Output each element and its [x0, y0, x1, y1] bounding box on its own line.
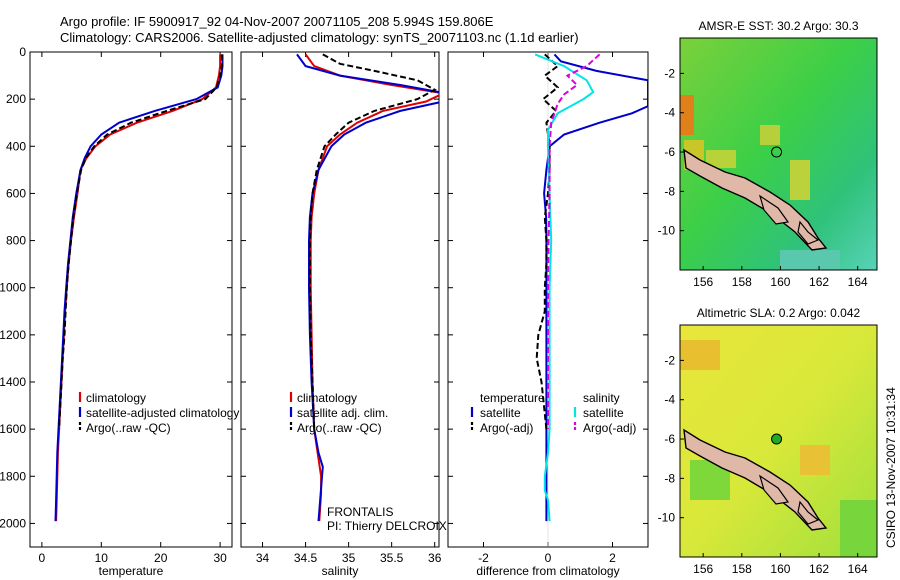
title-line-2: Climatology: CARS2006. Satellite-adjuste…	[60, 30, 579, 45]
x-tick-label: 164	[848, 275, 868, 289]
map-title: Altimetric SLA: 0.2 Argo: 0.042	[697, 306, 861, 320]
pi-annotation: FRONTALIS	[327, 505, 393, 519]
legend-label: satellite adj. clim.	[297, 406, 388, 420]
y-tick-label: 400	[6, 139, 26, 153]
x-axis-label: difference from climatology	[476, 564, 619, 578]
x-tick-label: 162	[809, 275, 829, 289]
y-tick-label: 1800	[0, 469, 26, 483]
legend-label: satellite	[583, 406, 624, 420]
figure-title: Argo profile: IF 5900917_92 04-Nov-2007 …	[0, 0, 900, 48]
y-tick-label: 2000	[0, 516, 26, 530]
x-tick-label: 158	[732, 275, 752, 289]
pi-annotation: PI: Thierry DELCROIX	[327, 519, 447, 533]
x-tick-label: 162	[809, 562, 829, 576]
y-tick-label: -6	[664, 432, 675, 446]
x-tick-label: 158	[732, 562, 752, 576]
x-tick-label: 164	[848, 562, 868, 576]
series-line-satellite	[543, 53, 648, 522]
y-tick-label: 600	[6, 186, 26, 200]
series-line-satellite	[534, 53, 595, 522]
y-tick-label: -8	[664, 471, 675, 485]
y-tick-label: 800	[6, 234, 26, 248]
y-tick-label: 0	[19, 45, 26, 59]
series-line-argo-raw-qc-	[58, 54, 223, 430]
x-tick-label: 156	[693, 562, 713, 576]
series-line-satellite-adjusted-climatology	[54, 54, 224, 522]
legend-heading: salinity	[583, 391, 620, 405]
y-tick-label: -10	[658, 511, 676, 525]
x-tick-label: 35.5	[380, 551, 404, 565]
x-tick-label: 34.5	[294, 551, 318, 565]
legend-label: Argo(-adj)	[480, 421, 533, 435]
legend-label: Argo(-adj)	[583, 421, 636, 435]
series-line-climatology	[55, 54, 222, 522]
x-tick-label: 35	[342, 551, 356, 565]
y-tick-label: -6	[664, 145, 675, 159]
series-line-argo-raw-qc-	[308, 53, 437, 430]
series-line-climatology	[304, 53, 439, 522]
x-tick-label: 160	[770, 562, 790, 576]
y-tick-label: -10	[658, 224, 676, 238]
legend-label: Argo(..raw -QC)	[86, 421, 171, 435]
plot-frame-2	[240, 51, 440, 548]
x-axis-label: salinity	[322, 564, 359, 578]
title-line-1: Argo profile: IF 5900917_92 04-Nov-2007 …	[60, 14, 494, 29]
profile-location-marker	[771, 146, 783, 158]
x-tick-label: 0	[545, 551, 552, 565]
y-tick-label: 200	[6, 92, 26, 106]
x-tick-label: 160	[770, 275, 790, 289]
legend-label: climatology	[297, 391, 357, 405]
y-tick-label: -2	[664, 66, 675, 80]
legend-label: satellite-adjusted climatology	[86, 406, 239, 420]
y-tick-label: -4	[664, 106, 675, 120]
x-tick-label: 30	[213, 551, 227, 565]
y-tick-label: 1400	[0, 375, 26, 389]
y-tick-label: -2	[664, 353, 675, 367]
y-tick-label: 1200	[0, 328, 26, 342]
x-tick-label: 0	[39, 551, 46, 565]
legend-label: Argo(..raw -QC)	[297, 421, 382, 435]
map-frame	[679, 324, 878, 558]
x-tick-label: 36	[428, 551, 442, 565]
legend-label: climatology	[86, 391, 146, 405]
legend-heading: temperature	[480, 391, 545, 405]
x-tick-label: 10	[95, 551, 109, 565]
plot-frame-1	[29, 51, 233, 548]
profile-location-marker	[771, 433, 783, 445]
legend-label: satellite	[480, 406, 521, 420]
map-title: AMSR-E SST: 30.2 Argo: 30.3	[698, 19, 858, 33]
series-line-argo-adj-	[547, 53, 601, 430]
sst-map-field	[680, 38, 877, 270]
x-tick-label: 2	[609, 551, 616, 565]
timestamp-stamp: CSIRO 13-Nov-2007 10:31:34	[884, 387, 898, 548]
y-tick-label: -4	[664, 393, 675, 407]
x-tick-label: 20	[154, 551, 168, 565]
x-tick-label: 34	[256, 551, 270, 565]
y-tick-label: 1600	[0, 422, 26, 436]
series-line-satellite-adj-clim-	[296, 53, 439, 522]
x-axis-label: temperature	[99, 564, 164, 578]
y-tick-label: 1000	[0, 281, 26, 295]
series-line-argo-adj-	[535, 53, 560, 430]
x-tick-label: 156	[693, 275, 713, 289]
x-tick-label: -2	[478, 551, 489, 565]
y-tick-label: -8	[664, 184, 675, 198]
map-frame	[679, 37, 878, 271]
